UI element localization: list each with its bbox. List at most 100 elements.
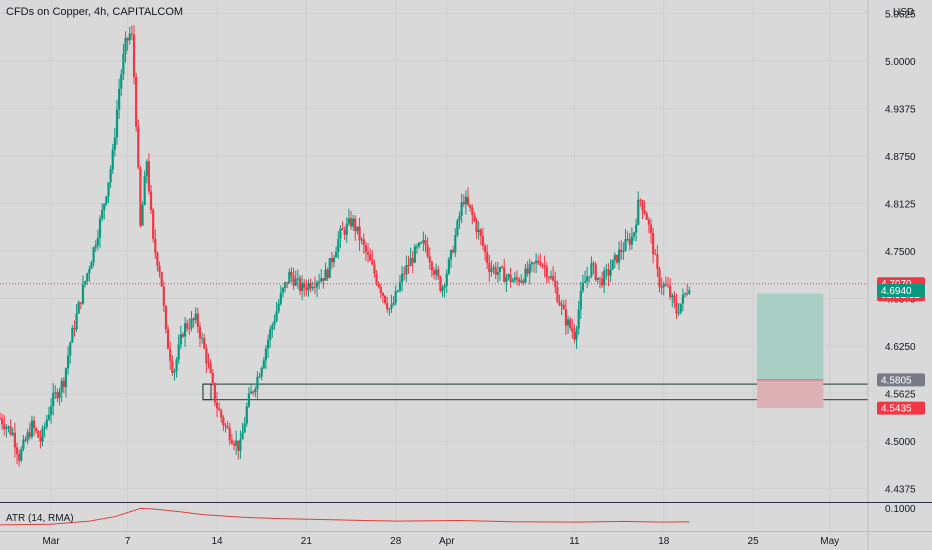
candle-body [62,380,65,388]
candle-body [388,308,391,310]
grid [0,0,868,530]
candle-body [392,302,395,305]
candle-body [18,453,21,461]
candle-body [256,376,259,389]
candle-body [573,332,576,340]
candle-body [460,202,463,216]
candle-body [81,284,85,304]
candle-body [443,285,446,288]
atr-label: ATR (14, RMA) [6,513,74,524]
candle-body [173,371,176,373]
candle-body [339,228,342,239]
candle-body [362,239,365,246]
candle-body [428,256,431,263]
candle-body [349,218,353,227]
candle-body [115,109,119,138]
candle-body [88,268,91,274]
candle-body [141,204,144,226]
candle-body [260,368,263,377]
candle-body [469,204,472,208]
candle-body [318,281,321,283]
candles [0,25,691,467]
candle-body [239,439,242,451]
candle-body [422,240,425,243]
x-tick-label: 11 [569,536,580,547]
candle-body [171,360,174,373]
candle-body [569,319,572,328]
candle-body [603,270,606,286]
candle-body [273,321,276,326]
candle-body [560,304,563,306]
x-tick-label: Mar [42,536,60,547]
candle-body [364,245,368,253]
candle-body [677,312,680,314]
candle-body [522,280,525,283]
candle-body [145,161,148,177]
risk-zone [756,379,824,409]
candle-body [341,228,344,230]
candle-body [671,295,674,298]
candle-body [149,191,153,210]
y-tick-label: 4.9375 [885,104,916,115]
candle-body [649,224,653,234]
candle-body [435,269,438,275]
candle-body [658,268,661,288]
candle-body [628,239,631,245]
candle-body [662,283,665,288]
candle-body [517,279,521,283]
candle-body [556,287,559,302]
candle-body [558,301,561,306]
candle-body [183,323,187,337]
candle-body [73,327,76,330]
candle-body [673,295,676,303]
candle-body [1,418,4,425]
candle-body [311,287,314,289]
candle-body [515,277,519,280]
candle-body [371,260,374,265]
candle-body [592,263,595,265]
candle-body [30,420,34,437]
candle-body [288,271,291,284]
candle-body [390,304,393,309]
candle-body [332,257,336,263]
candle-body [588,276,591,278]
candle-body [7,426,10,428]
candle-body [537,260,540,263]
candle-body [615,254,619,263]
candle-body [641,200,644,211]
candle-body [454,235,457,253]
candle-body [188,328,191,330]
candle-body [98,218,102,238]
x-tick-label: 18 [658,536,670,547]
candle-body [58,391,61,399]
candle-body [669,286,672,298]
candle-body [466,196,470,205]
currency-label: USD [893,7,914,18]
candle-body [526,268,529,274]
y-tick-label: 4.7500 [885,247,916,258]
candle-body [547,277,550,279]
candle-body [79,302,82,304]
candle-body [43,426,46,429]
reward-zone [756,293,824,380]
candle-body [607,269,610,276]
candle-body [386,303,389,310]
candle-body [686,293,689,295]
candle-body [347,218,351,224]
candle-body [496,271,499,275]
candle-body [281,288,285,293]
candle-body [90,262,93,269]
y-tick-label: 5.0625 [885,9,916,20]
candle-body [177,344,180,360]
candle-body [190,318,193,329]
candle-body [64,368,68,388]
candle-body [679,303,682,313]
candle-body [222,417,225,426]
candle-body [354,218,357,232]
candle-body [247,393,251,407]
candle-body [377,283,380,287]
candle-body [439,276,442,291]
candle-body [226,426,229,429]
